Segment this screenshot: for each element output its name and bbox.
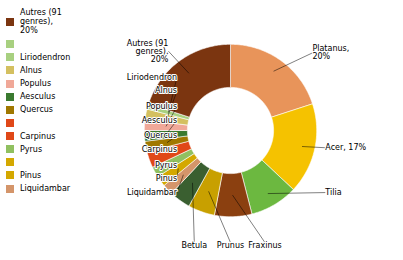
- svg-text:Pinus: Pinus: [156, 174, 177, 183]
- svg-text:Liquidambar: Liquidambar: [127, 188, 178, 197]
- svg-text:Carpinus: Carpinus: [142, 145, 177, 154]
- html-text:Alnus: Alnus: [20, 65, 42, 75]
- html-text:Quercus: Quercus: [20, 105, 53, 115]
- html-text:Populus: Populus: [20, 78, 51, 88]
- svg-text:Aesculus: Aesculus: [142, 116, 177, 125]
- html-text:Pyrus: Pyrus: [20, 144, 43, 154]
- svg-text:Fraxinus: Fraxinus: [248, 241, 281, 250]
- svg-text:Platanus,20%: Platanus,20%: [312, 44, 349, 61]
- svg-text:Betula: Betula: [181, 241, 207, 250]
- html-text:Pinus: Pinus: [20, 170, 42, 180]
- html-text:Carpinus: Carpinus: [20, 131, 56, 141]
- html-text:Autres (91 genres), 20%: Autres (91 genres), 20%: [20, 8, 62, 36]
- svg-text:Acer, 17%: Acer, 17%: [325, 143, 366, 152]
- svg-text:Pyrus: Pyrus: [155, 161, 177, 170]
- html-text:Aesculus: Aesculus: [20, 92, 56, 102]
- svg-text:Populus: Populus: [146, 102, 177, 111]
- svg-text:Quercus: Quercus: [144, 131, 177, 140]
- svg-text:Liriodendron: Liriodendron: [127, 73, 177, 82]
- svg-text:Alnus: Alnus: [155, 86, 177, 95]
- html-text:Liquidambar: Liquidambar: [20, 184, 71, 194]
- html-text:Liriodendron: Liriodendron: [20, 52, 71, 62]
- svg-text:Autres (91genres),20%: Autres (91genres),20%: [127, 39, 169, 64]
- svg-text:Tilia: Tilia: [324, 188, 341, 197]
- svg-text:Prunus: Prunus: [217, 241, 244, 250]
